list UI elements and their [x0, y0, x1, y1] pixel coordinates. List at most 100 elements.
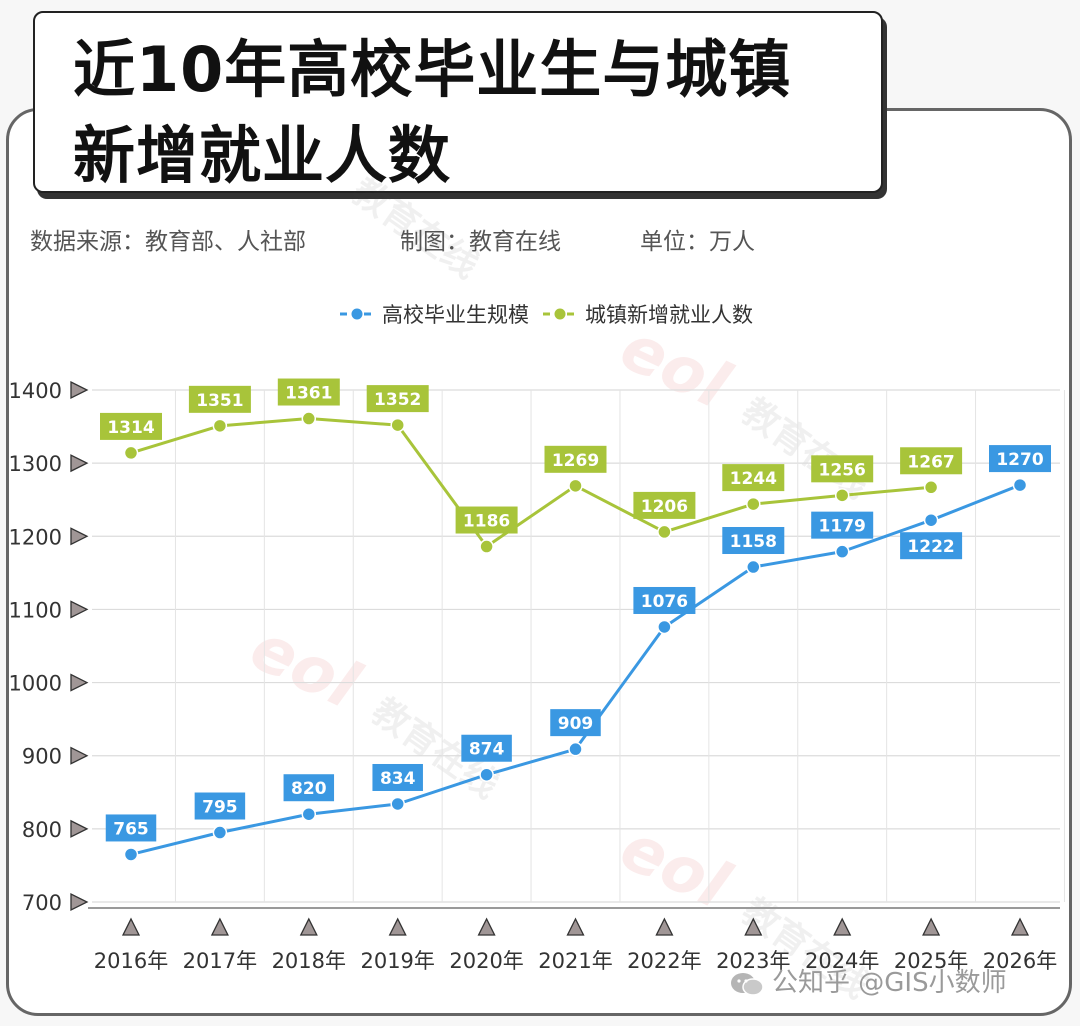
unit-label: 单位：万人 — [640, 229, 755, 255]
data-label-box — [366, 385, 429, 413]
data-label-box — [105, 814, 157, 842]
data-label-box — [633, 491, 696, 519]
data-label-box — [722, 527, 785, 555]
data-label: 1314 — [107, 418, 154, 438]
x-tick-triangle — [299, 917, 318, 936]
data-label: 1186 — [463, 512, 510, 532]
data-label-box — [900, 447, 963, 475]
x-tick-label: 2018年 — [272, 949, 346, 973]
y-tick-label: 1000 — [9, 672, 62, 696]
data-label: 909 — [558, 714, 594, 734]
x-tick-triangle — [744, 917, 763, 936]
x-tick-triangle — [477, 917, 496, 936]
title-line-2: 新增就业人数 — [73, 119, 452, 192]
data-label: 1076 — [641, 592, 688, 612]
data-label-box — [100, 412, 162, 440]
data-label-box — [811, 511, 874, 539]
data-label-box — [188, 385, 251, 413]
data-label: 834 — [380, 769, 416, 789]
data-point — [390, 796, 405, 812]
data-point — [212, 825, 228, 840]
data-source: 数据来源：教育部、人社部 — [30, 229, 306, 255]
y-tick-arrow — [70, 746, 89, 765]
data-point — [301, 411, 317, 426]
data-label-box — [461, 734, 512, 762]
y-tick-arrow — [70, 819, 89, 838]
chart-axes: 700 800 900 1000 1100 1200 1300 1400 2016年 2017年 2… — [9, 379, 1060, 973]
data-point — [479, 767, 494, 782]
data-label-box — [722, 464, 785, 492]
data-label: 765 — [113, 819, 149, 839]
y-tick-arrow — [70, 380, 89, 400]
data-label-box — [811, 455, 874, 483]
legend-label: 高校毕业生规模 — [382, 303, 529, 327]
x-tick-label: 2019年 — [360, 949, 434, 973]
x-tick-label: 2020年 — [449, 949, 523, 973]
legend-swatch-marker — [554, 308, 566, 320]
y-tick-label: 1300 — [9, 452, 62, 476]
data-label: 1206 — [641, 497, 688, 517]
y-tick-label: 700 — [22, 891, 62, 915]
y-tick-arrow — [70, 527, 89, 546]
data-label-box — [277, 378, 340, 406]
data-label: 1361 — [285, 384, 332, 404]
data-point — [657, 619, 672, 635]
y-tick-label: 900 — [22, 745, 62, 769]
chart-card — [6, 108, 1072, 1016]
data-point — [746, 496, 761, 512]
data-label: 1179 — [819, 517, 866, 537]
chart-grid — [92, 389, 1065, 903]
y-tick-arrow — [70, 673, 89, 692]
data-point — [301, 806, 317, 822]
data-label: 1222 — [907, 537, 954, 557]
footer-watermark: 公知乎 @GIS小数师 — [730, 962, 1007, 999]
chart-maker: 制图：教育在线 — [400, 229, 561, 255]
x-tick-triangle — [566, 917, 585, 936]
data-point — [746, 559, 761, 575]
data-label: 795 — [202, 798, 238, 818]
x-tick-triangle — [210, 917, 229, 936]
data-point — [834, 488, 850, 503]
footer-text: 公知乎 @GIS小数师 — [772, 968, 1007, 998]
chart-data-labels: 765 795 820 834 874 909 1076 1158 1179 1222 1270 13… — [100, 378, 1051, 842]
data-point — [657, 524, 672, 540]
x-tick-triangle — [655, 917, 674, 936]
data-label: 1352 — [374, 390, 421, 410]
x-tick-triangle — [388, 917, 407, 936]
data-point — [568, 741, 583, 757]
x-tick-label: 2017年 — [183, 949, 257, 973]
series-line — [130, 417, 932, 549]
wechat-icon — [730, 972, 764, 996]
y-tick-arrow — [70, 454, 89, 473]
data-label: 820 — [291, 779, 327, 799]
data-label-box — [372, 763, 423, 791]
data-label: 1256 — [819, 460, 866, 480]
x-tick-triangle — [922, 917, 941, 936]
data-label: 874 — [469, 740, 505, 760]
data-point — [212, 418, 228, 434]
data-label: 1269 — [552, 451, 599, 471]
x-tick-label: 2024年 — [805, 949, 879, 973]
data-point — [834, 544, 850, 559]
data-label-box — [194, 792, 246, 820]
x-tick-label: 2021年 — [538, 949, 612, 973]
x-tick-triangle — [1010, 917, 1030, 936]
data-point — [479, 539, 494, 554]
x-tick-label: 2026年 — [983, 949, 1057, 973]
data-label: 1351 — [196, 391, 243, 411]
legend-label: 城镇新增就业人数 — [585, 303, 753, 327]
y-tick-label: 1100 — [9, 598, 62, 622]
legend-swatch-marker — [351, 308, 363, 320]
chart-series — [123, 411, 1028, 862]
data-label: 1244 — [730, 469, 777, 489]
data-label: 1267 — [907, 452, 954, 472]
data-label-box — [550, 709, 601, 737]
data-label-box — [544, 445, 607, 473]
data-point — [123, 847, 139, 862]
title-box: 近10年高校毕业生与城镇 新增就业人数 — [33, 11, 883, 193]
x-tick-triangle — [833, 917, 852, 936]
data-label: 1158 — [730, 532, 777, 552]
title-line-1: 近10年高校毕业生与城镇 — [73, 33, 792, 106]
y-tick-label: 1400 — [9, 379, 62, 403]
